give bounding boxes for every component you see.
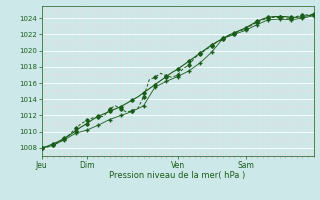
X-axis label: Pression niveau de la mer( hPa ): Pression niveau de la mer( hPa ) <box>109 171 246 180</box>
